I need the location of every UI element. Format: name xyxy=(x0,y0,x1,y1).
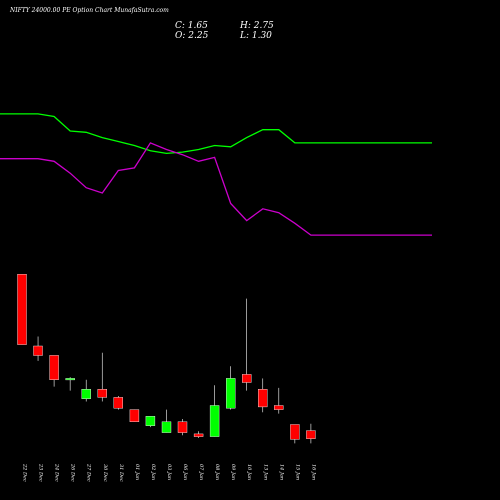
x-tick-label: 02 Jan xyxy=(150,464,156,480)
x-axis-ticks: 22 Dec 23 Dec 24 Dec 26 Dec 27 Dec 30 Dec 31 D… xyxy=(22,463,317,482)
candle-body xyxy=(97,389,108,398)
candle-body xyxy=(17,274,27,345)
candle-body xyxy=(113,397,124,409)
candle xyxy=(225,366,236,410)
candle xyxy=(129,409,140,423)
candle-body xyxy=(274,405,284,410)
candle xyxy=(113,396,124,410)
magenta-line-series xyxy=(0,142,432,236)
x-tick-label: 22 Dec xyxy=(22,463,28,482)
candle-body xyxy=(145,416,156,426)
x-tick-label: 07 Jan xyxy=(198,464,204,480)
candle xyxy=(33,336,43,361)
candle xyxy=(274,387,284,414)
candle-body xyxy=(161,421,172,433)
candle xyxy=(241,298,252,391)
candle xyxy=(65,377,75,391)
x-tick-label: 06 Jan xyxy=(182,464,188,480)
high-label: H: 2.75 xyxy=(239,21,274,31)
x-tick-label: 10 Jan xyxy=(246,464,252,480)
x-tick-label: 23 Dec xyxy=(38,463,44,482)
x-tick-label: 01 Jan xyxy=(134,464,140,480)
x-tick-label: 15 Jan xyxy=(294,464,300,480)
candle-body xyxy=(49,355,59,380)
x-tick-label: 24 Dec xyxy=(54,463,60,482)
candle xyxy=(193,431,204,438)
candle xyxy=(209,385,220,437)
candle xyxy=(145,416,156,428)
candle xyxy=(177,419,188,436)
green-line-series xyxy=(0,113,432,155)
x-tick-label: 14 Jan xyxy=(278,464,284,480)
candle-body xyxy=(177,421,188,433)
candle-body xyxy=(241,374,252,383)
candle-body xyxy=(33,345,43,356)
x-tick-label: 16 Jan xyxy=(310,464,316,480)
x-tick-label: 26 Dec xyxy=(70,463,76,482)
candle-body xyxy=(193,433,204,437)
candle xyxy=(161,409,172,433)
chart-title: NIFTY 24000.00 PE Option Chart MunafaSut… xyxy=(9,7,169,14)
candle-body xyxy=(225,378,236,409)
indicator-lines xyxy=(0,113,432,236)
candle xyxy=(97,352,108,402)
candle-body xyxy=(258,389,268,408)
candle-body xyxy=(81,389,91,399)
candle xyxy=(49,355,59,387)
x-tick-label: 27 Dec xyxy=(86,463,92,482)
low-label: L: 1.30 xyxy=(239,31,272,41)
close-label: C: 1.65 xyxy=(175,21,208,31)
candle xyxy=(81,379,91,402)
candle xyxy=(258,378,268,413)
candle-body xyxy=(290,424,300,440)
x-tick-label: 09 Jan xyxy=(230,464,236,480)
open-label: O: 2.25 xyxy=(175,31,209,41)
candle xyxy=(17,274,27,345)
candle xyxy=(290,424,300,444)
candles xyxy=(17,274,316,444)
x-tick-label: 30 Dec xyxy=(102,464,108,482)
candle-body xyxy=(65,378,75,381)
candle-body xyxy=(209,405,220,437)
candle-body xyxy=(129,409,140,423)
candle-body xyxy=(306,430,316,439)
x-tick-label: 31 Dec xyxy=(118,464,124,482)
x-tick-label: 08 Jan xyxy=(214,464,220,480)
x-tick-label: 13 Jan xyxy=(262,464,268,480)
candle xyxy=(306,423,316,444)
x-tick-label: 03 Jan xyxy=(166,464,172,480)
